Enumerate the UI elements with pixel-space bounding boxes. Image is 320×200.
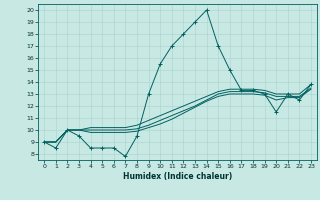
X-axis label: Humidex (Indice chaleur): Humidex (Indice chaleur): [123, 172, 232, 181]
